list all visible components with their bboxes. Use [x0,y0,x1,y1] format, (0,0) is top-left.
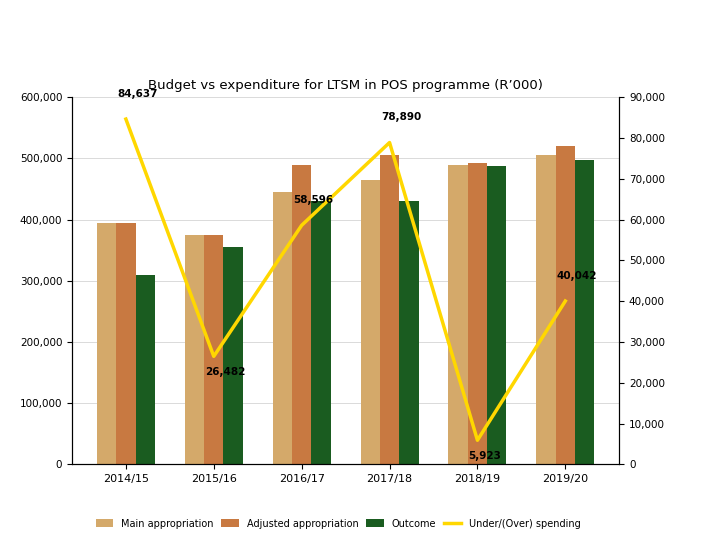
Title: Budget vs expenditure for LTSM in POS programme (R’000): Budget vs expenditure for LTSM in POS pr… [148,79,543,92]
Bar [575,160,594,464]
Bar [135,275,155,464]
Bar [185,235,204,464]
Bar [399,201,418,464]
Under/(Over) spending [561,298,570,304]
Legend: Main appropriation, Adjusted appropriation, Outcome, Under/(Over) spending: Main appropriation, Adjusted appropriati… [92,515,585,532]
Bar [204,235,223,464]
Bar [556,146,575,464]
Bar [311,201,330,464]
Bar [536,156,556,464]
Under/(Over) spending [385,139,394,146]
Bar [361,180,380,464]
Bar [97,222,116,464]
Line: Under/(Over) spending: Under/(Over) spending [126,119,565,440]
Text: 58,596: 58,596 [293,195,333,205]
Text: 84,637: 84,637 [117,89,158,99]
Text: 5,923: 5,923 [469,451,502,461]
Bar [116,222,135,464]
Under/(Over) spending [473,437,482,443]
Text: 26,482: 26,482 [205,367,246,377]
Text: NW EDUCATION: BUDGET AND EXPENDITURE
FOR LTSM: NW EDUCATION: BUDGET AND EXPENDITURE FOR… [22,24,392,59]
Text: 40,042: 40,042 [557,271,597,281]
Bar [223,247,243,464]
Text: 78,890: 78,890 [381,112,421,122]
Bar [449,165,468,464]
Bar [273,192,292,464]
Bar [292,165,311,464]
Under/(Over) spending [210,353,218,360]
Bar [487,166,506,464]
Under/(Over) spending [297,222,306,228]
Bar [468,163,487,464]
Under/(Over) spending [122,116,130,123]
Bar [380,156,399,464]
